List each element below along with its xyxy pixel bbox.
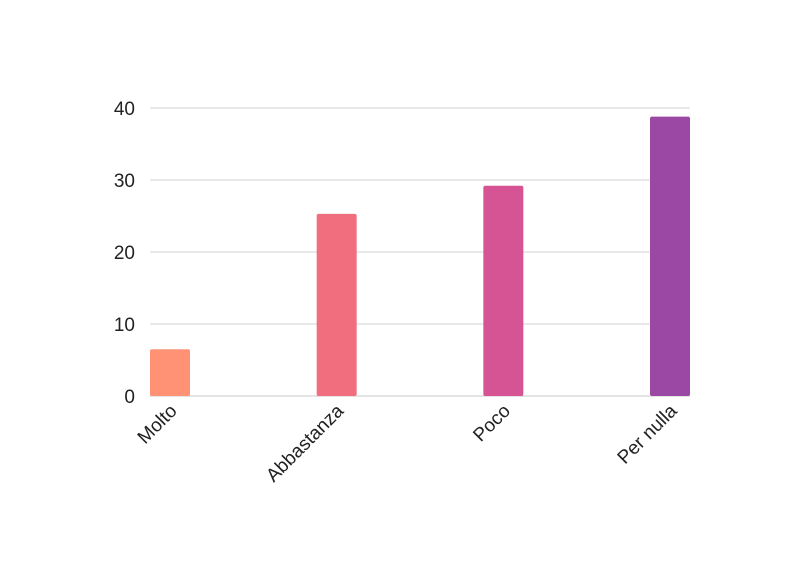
bar-per-nulla	[650, 116, 690, 396]
y-tick-label: 30	[114, 171, 135, 192]
bar-abbastanza	[316, 213, 357, 396]
bar-molto	[150, 349, 190, 396]
y-tick-label: 10	[114, 315, 135, 336]
y-tick-label: 0	[124, 387, 135, 408]
x-category-label: Poco	[469, 401, 514, 446]
x-category-label: Per nulla	[614, 400, 682, 468]
y-axis-tick-labels: 0 10 20 30 40	[114, 99, 135, 408]
bar-poco	[483, 185, 524, 396]
x-category-label: Abbastanza	[262, 400, 348, 486]
bars	[150, 116, 690, 396]
x-category-label: Molto	[134, 401, 182, 449]
y-tick-label: 20	[114, 243, 135, 264]
gridlines	[150, 107, 690, 397]
y-tick-label: 40	[114, 99, 135, 120]
x-axis-category-labels: Molto Abbastanza Poco Per nulla	[134, 400, 682, 486]
